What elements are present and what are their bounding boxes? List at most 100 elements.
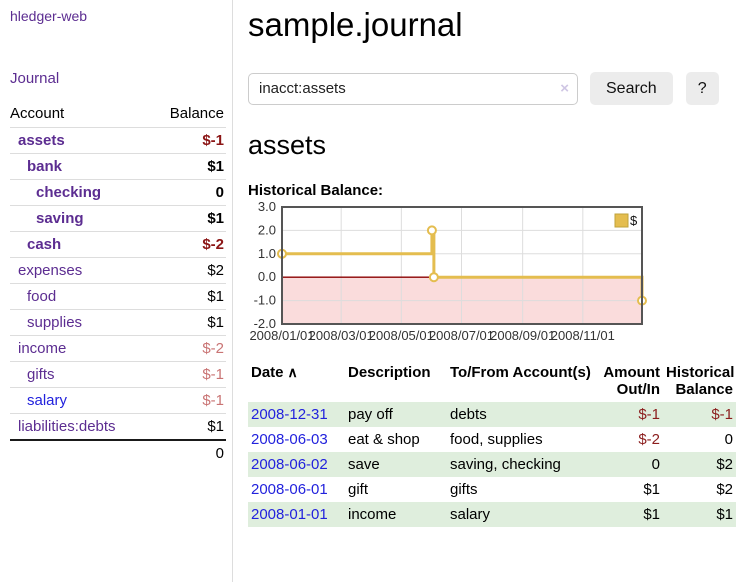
account-row: checking 0 (10, 179, 226, 206)
transaction-date-link[interactable]: 2008-01-01 (251, 506, 328, 523)
account-balance: $1 (207, 210, 224, 227)
account-link-income[interactable]: income (18, 340, 67, 357)
account-link-liabilities-debts[interactable]: liabilities:debts (18, 418, 116, 435)
transaction-balance: $2 (716, 481, 733, 498)
svg-text:2008/05/01: 2008/05/01 (369, 328, 434, 343)
account-balance: $-2 (202, 236, 224, 253)
transaction-date-link[interactable]: 2008-06-02 (251, 456, 328, 473)
transaction-accounts: salary (450, 506, 491, 523)
help-button[interactable]: ? (685, 72, 719, 105)
column-header-description: Description (348, 364, 431, 381)
account-link-bank[interactable]: bank (27, 158, 63, 175)
account-link-expenses[interactable]: expenses (18, 262, 83, 279)
transaction-description: save (348, 456, 380, 473)
account-balance: $1 (207, 314, 224, 331)
svg-text:0.0: 0.0 (258, 269, 276, 284)
account-link-supplies[interactable]: supplies (27, 314, 83, 331)
transaction-date-link[interactable]: 2008-12-31 (251, 406, 328, 423)
column-header-date[interactable]: Date ∧ (251, 364, 298, 381)
account-heading: assets (248, 130, 327, 160)
account-balance: $-1 (202, 132, 224, 149)
transaction-row: 2008-12-31 pay off debts $-1 $-1 (248, 402, 736, 427)
svg-text:1.0: 1.0 (258, 246, 276, 261)
transaction-description: income (348, 506, 397, 523)
transaction-description: gift (348, 481, 369, 498)
account-row: bank $1 (10, 153, 226, 180)
search-input[interactable] (248, 72, 578, 105)
transaction-amount: $1 (643, 506, 660, 523)
main-content: sample.journal × Search ? assets Histori… (248, 0, 736, 527)
svg-text:-1.0: -1.0 (254, 293, 276, 308)
sidebar: hledger-web Journal Account Balance asse… (0, 0, 233, 582)
account-balance: 0 (215, 184, 224, 201)
account-row: food $1 (10, 283, 226, 310)
transaction-description: pay off (348, 406, 393, 423)
brand-link[interactable]: hledger-web (10, 8, 88, 24)
account-row: gifts $-1 (10, 361, 226, 388)
transaction-date-link[interactable]: 2008-06-01 (251, 481, 328, 498)
svg-text:2008/01/01: 2008/01/01 (249, 328, 314, 343)
search-form: × Search ? (248, 72, 736, 105)
account-row: saving $1 (10, 205, 226, 232)
accounts-total-value: 0 (215, 445, 224, 462)
accounts-table: Account Balance assets $-1 bank $1 checking 0… (10, 102, 226, 466)
sort-asc-icon: ∧ (287, 364, 298, 380)
svg-text:3.0: 3.0 (258, 199, 276, 214)
account-balance: $1 (207, 158, 224, 175)
account-link-checking[interactable]: checking (36, 184, 102, 201)
transaction-amount: $-2 (638, 431, 660, 448)
account-link-salary[interactable]: salary (27, 392, 68, 409)
accounts-header-balance: Balance (169, 105, 224, 122)
transaction-balance: 0 (724, 431, 733, 448)
account-link-gifts[interactable]: gifts (27, 366, 55, 383)
transaction-amount: 0 (651, 456, 660, 473)
transaction-balance: $1 (716, 506, 733, 523)
transaction-amount: $-1 (638, 406, 660, 423)
sidebar-item-journal[interactable]: Journal (10, 70, 60, 87)
account-link-food[interactable]: food (27, 288, 57, 305)
account-row: supplies $1 (10, 309, 226, 336)
transactions-table: Date ∧ Description To/From Account(s) Amo… (248, 361, 736, 527)
transaction-accounts: saving, checking (450, 456, 561, 473)
historical-balance-chart: $3.0 2.0 1.0 0.0 -1.0 -2.0 2008/01/01 2008/03/0… (248, 199, 736, 345)
page-title: sample.journal (248, 6, 463, 43)
column-header-accounts: To/From Account(s) (450, 364, 591, 381)
svg-text:2.0: 2.0 (258, 222, 276, 237)
clear-search-icon[interactable]: × (560, 79, 569, 97)
transaction-description: eat & shop (348, 431, 420, 448)
svg-text:$: $ (630, 213, 638, 228)
chart-heading: Historical Balance: (248, 182, 384, 199)
account-row: cash $-2 (10, 231, 226, 258)
transaction-balance: $-1 (711, 406, 733, 423)
svg-text:2008/09/01: 2008/09/01 (490, 328, 555, 343)
transaction-row: 2008-01-01 income salary $1 $1 (248, 502, 736, 527)
transaction-date-link[interactable]: 2008-06-03 (251, 431, 328, 448)
account-link-assets[interactable]: assets (18, 132, 65, 149)
account-row: assets $-1 (10, 127, 226, 154)
transaction-balance: $2 (716, 456, 733, 473)
account-row: salary $-1 (10, 387, 226, 414)
svg-text:2008/11/01: 2008/11/01 (551, 328, 615, 343)
account-balance: $1 (207, 418, 224, 435)
account-link-cash[interactable]: cash (27, 236, 62, 253)
transaction-row: 2008-06-02 save saving, checking 0 $2 (248, 452, 736, 477)
accounts-header-account: Account (10, 105, 65, 122)
account-balance: $-1 (202, 392, 224, 409)
account-link-saving[interactable]: saving (36, 210, 84, 227)
transaction-accounts: debts (450, 406, 487, 423)
svg-text:-2.0: -2.0 (254, 316, 276, 331)
search-button[interactable]: Search (590, 72, 673, 105)
account-balance: $-1 (202, 366, 224, 383)
transaction-accounts: gifts (450, 481, 478, 498)
account-balance: $1 (207, 288, 224, 305)
account-row: income $-2 (10, 335, 226, 362)
account-balance: $2 (207, 262, 224, 279)
column-header-balance: Historical Balance (666, 364, 735, 398)
accounts-total-row: 0 (10, 440, 226, 466)
column-header-amount: Amount Out/In (603, 364, 660, 398)
accounts-total-spacer (10, 440, 151, 466)
transaction-row: 2008-06-03 eat & shop food, supplies $-2 0 (248, 427, 736, 452)
account-row: liabilities:debts $1 (10, 413, 226, 441)
transaction-amount: $1 (643, 481, 660, 498)
